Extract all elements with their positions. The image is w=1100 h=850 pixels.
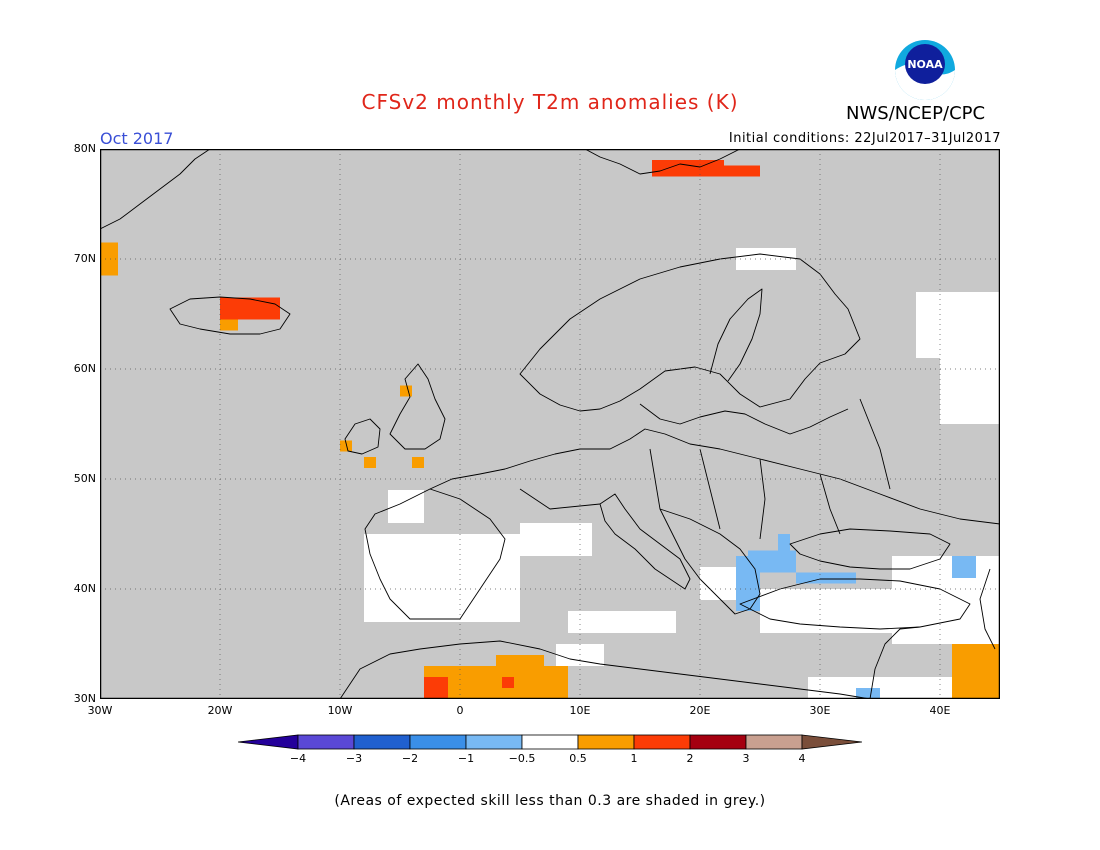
neutral-patch [760, 589, 904, 633]
forecast-month: Oct 2017 [100, 129, 174, 148]
colorbar-tick-label: 2 [686, 752, 694, 765]
lon-tick-label: 10E [569, 704, 591, 717]
noaa-logo-text: NOAA [907, 58, 943, 71]
coastline-iberia [364, 488, 506, 620]
coastline-ireland [344, 418, 381, 455]
colorbar-segment [297, 734, 355, 750]
colorbar-arrow-low [238, 734, 299, 750]
anomaly-patch [724, 165, 760, 177]
coastline-caspian [979, 568, 996, 650]
coastline-anatolia [739, 578, 971, 630]
colorbar-tick-label: 0.5 [569, 752, 587, 765]
anomaly-patch [952, 556, 976, 578]
coastline-britain [389, 363, 446, 450]
grid-layer [100, 149, 1000, 699]
colorbar-segment [633, 734, 691, 750]
neutral-patch [940, 358, 1000, 424]
anomaly-patch [220, 319, 238, 331]
anomaly-patch [856, 688, 880, 699]
colorbar-segment [353, 734, 411, 750]
colorbar-arrow-high [801, 734, 862, 750]
anomaly-patch [796, 572, 856, 584]
coastline-scandinavia [519, 253, 861, 412]
lon-tick-label: 10W [327, 704, 353, 717]
anomaly-patch [652, 160, 724, 177]
anomaly-layer [100, 160, 1000, 699]
map-canvas [100, 149, 1000, 699]
skill-footnote: (Areas of expected skill less than 0.3 a… [334, 793, 766, 809]
anomaly-patch [502, 677, 514, 688]
coastline-gulf-bothnia [709, 288, 763, 382]
lat-tick-label: 70N [73, 252, 96, 265]
lon-tick-label: 20W [207, 704, 233, 717]
colorbar-tick-label: −2 [401, 752, 419, 765]
agency-label: NWS/NCEP/CPC [846, 103, 986, 124]
coastline-north-africa [339, 640, 871, 699]
lon-tick-label: 20E [689, 704, 711, 717]
lat-tick-label: 30N [73, 692, 96, 705]
coastline-svalbard [584, 149, 741, 175]
lat-tick-label: 40N [73, 582, 96, 595]
lat-tick-label: 50N [73, 472, 96, 485]
colorbar-segment [577, 734, 635, 750]
neutral-patch [892, 556, 1000, 644]
anomaly-patch [952, 644, 1000, 699]
initial-conditions: Initial conditions: 22Jul2017–31Jul2017 [728, 131, 1001, 146]
lat-tick-label: 80N [73, 142, 96, 155]
colorbar-segment [689, 734, 747, 750]
colorbar-segment [465, 734, 523, 750]
anomaly-patch [100, 242, 118, 276]
neutral-patch [364, 534, 520, 622]
anomaly-patch [400, 385, 412, 397]
map-panel: 30N 40N 50N 60N 70N 80N 30W 20W 10W 0 10E 20E 30E 40… [74, 142, 1000, 717]
neutral-patch [916, 292, 1000, 358]
neutral-anomaly-layer [364, 248, 1000, 699]
coastline-continent [429, 428, 1000, 525]
colorbar-segment [745, 734, 803, 750]
neutral-patch [520, 523, 592, 556]
coastline-layer [100, 149, 1000, 699]
colorbar-tick-label: −0.5 [508, 752, 536, 765]
colorbar-tick-label: −3 [345, 752, 363, 765]
colorbar [238, 734, 862, 750]
colorbar-tick-label: 1 [630, 752, 638, 765]
colorbar-segment [521, 734, 579, 750]
noaa-logo: NOAA [895, 40, 955, 100]
anomaly-patch [778, 534, 790, 556]
neutral-patch [568, 611, 676, 633]
lon-tick-label: 30W [87, 704, 113, 717]
map-border [100, 149, 1000, 699]
colorbar-tick-label: −4 [289, 752, 307, 765]
lat-tick-label: 60N [73, 362, 96, 375]
coastline-italy [599, 493, 691, 590]
lon-tick-label: 0 [456, 704, 464, 717]
anomaly-patch [412, 457, 424, 468]
lon-tick-label: 40E [929, 704, 951, 717]
colorbar-tick-label: 4 [798, 752, 806, 765]
noaa-logo-inner [905, 44, 945, 84]
map-title: CFSv2 monthly T2m anomalies (K) [361, 90, 739, 114]
colorbar-segment [409, 734, 467, 750]
anomaly-patch [340, 440, 352, 452]
anomaly-patch [496, 655, 544, 666]
coastline-greenland [100, 149, 211, 230]
coastline-iceland [169, 296, 291, 335]
coastline-baltic [639, 403, 849, 435]
anomaly-patch [364, 457, 376, 468]
colorbar-tick-label: 3 [742, 752, 750, 765]
lon-tick-label: 30E [809, 704, 831, 717]
anomaly-patch [220, 297, 280, 320]
anomaly-patch [424, 677, 448, 699]
coastline-levant [869, 626, 921, 699]
colorbar-tick-label: −1 [457, 752, 475, 765]
